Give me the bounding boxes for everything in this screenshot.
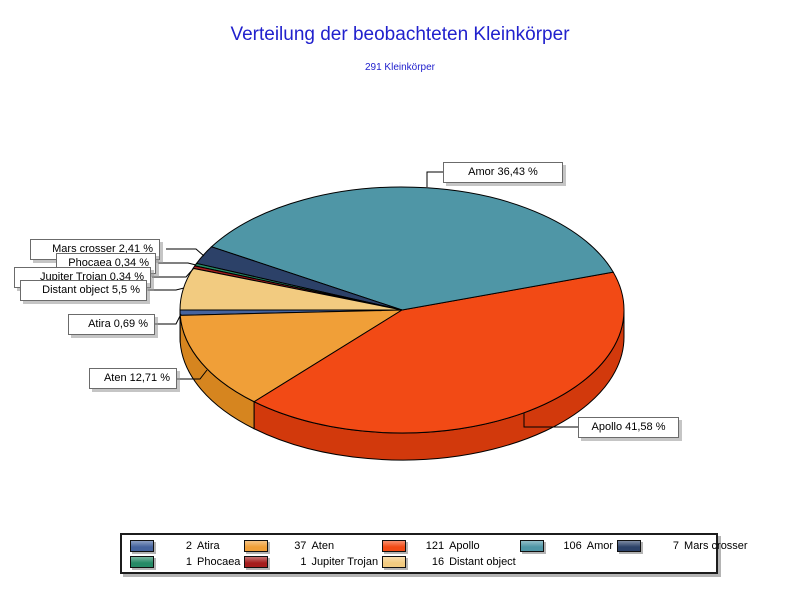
legend-item-amor: 106 Amor [516, 538, 613, 554]
legend-count: 16 [431, 555, 445, 568]
legend-count: 7 [672, 539, 680, 552]
page-title: Verteilung der beobachteten Kleinkörper [230, 24, 570, 45]
pie-slice-amor [210, 186, 615, 311]
pie-slice-apollo [253, 271, 625, 434]
legend-name: Mars crosser [684, 539, 748, 552]
pie-slice-aten [179, 309, 404, 403]
legend-count: 2 [185, 539, 192, 552]
callout-line-amor [426, 171, 443, 187]
legend-item-apollo: 121 Apollo [378, 538, 516, 554]
callout-line-phocaea [158, 262, 197, 266]
callout-label-aten: Aten 12,71 % [89, 368, 177, 389]
legend-swatch [130, 539, 154, 552]
legend-item-phocaea: 1 Phocaea [126, 554, 240, 570]
callout-line-mars-crosser [166, 248, 205, 257]
legend-name: Apollo [449, 539, 480, 552]
callout-label-amor: Amor 36,43 % [443, 162, 563, 183]
legend-swatch [130, 555, 154, 568]
pie-slices [179, 186, 625, 434]
legend-count: 121 [425, 539, 445, 552]
callout-label-distant-object: Distant object 5,5 % [20, 280, 147, 301]
callout-line-distant-object [148, 287, 185, 291]
legend-name: Amor [586, 539, 614, 552]
chart-subtitle: 291 Kleinkörper [364, 62, 436, 73]
legend-count: 1 [300, 555, 307, 568]
callout-lines [148, 171, 578, 428]
legend-swatch [382, 555, 407, 568]
legend-swatch [617, 539, 642, 552]
legend-swatch [244, 555, 269, 568]
legend-item-distant-object: 16 Distant object [378, 554, 516, 570]
legend-swatch [382, 539, 407, 552]
legend-swatch [244, 539, 269, 552]
callout-label-apollo: Apollo 41,58 % [578, 417, 679, 438]
callout-line-atira [155, 313, 182, 325]
callout-line-aten [177, 369, 208, 380]
legend-name: Aten [311, 539, 335, 552]
legend-swatch [519, 539, 544, 552]
legend-count: 106 [563, 539, 582, 552]
legend-name: Jupiter Trojan [311, 555, 379, 568]
legend-name: Phocaea [197, 555, 241, 568]
legend-item-aten: 37 Aten [240, 538, 378, 554]
callout-line-jupiter-trojan [152, 267, 195, 278]
legend: 2 Atira 37 Aten 121 Apollo 106 Amor 7 Mars crosse… [120, 533, 748, 574]
legend-name: Atira [197, 539, 220, 552]
legend-count: 37 [294, 539, 307, 552]
legend-name: Distant object [449, 555, 516, 568]
legend-item-mars-crosser: 7 Mars crosser [613, 538, 748, 554]
legend-count: 1 [185, 555, 192, 568]
callout-line-apollo [523, 413, 578, 428]
legend-item-atira: 2 Atira [126, 538, 240, 554]
callout-label-atira: Atira 0,69 % [68, 314, 155, 335]
legend-item-jupiter-trojan: 1 Jupiter Trojan [240, 554, 378, 570]
